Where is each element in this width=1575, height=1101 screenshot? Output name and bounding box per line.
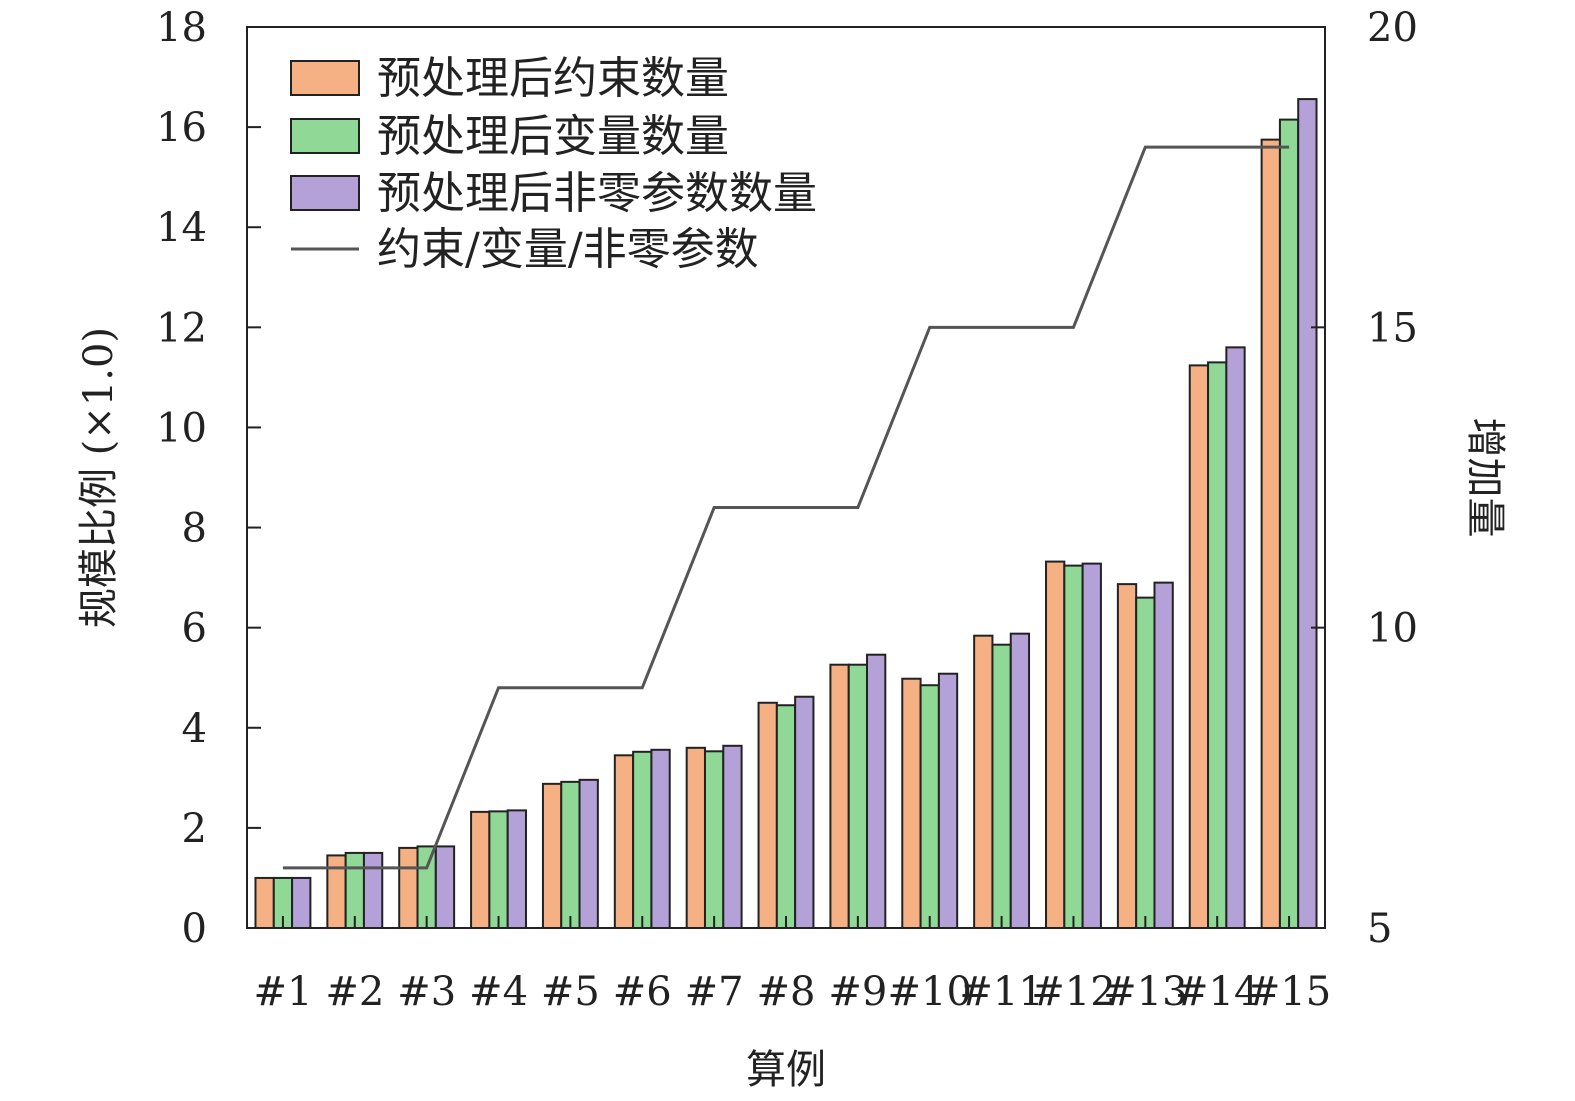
- x-tick-label: #11: [959, 969, 1043, 1015]
- x-tick-label: #3: [397, 969, 456, 1015]
- bar-nonzeros-6: [650, 748, 671, 929]
- x-tick-label: #13: [1103, 969, 1187, 1015]
- bar-constraints-9: [829, 663, 850, 930]
- bar-nonzeros-12: [1081, 562, 1102, 929]
- bar-nonzeros-15: [1297, 98, 1318, 929]
- bar-constraints-7: [685, 746, 706, 929]
- x-tick-label: #12: [1031, 969, 1115, 1015]
- right-axis-ticks: 5 10 15 20: [1311, 5, 1418, 952]
- bar-nonzeros-10: [937, 672, 959, 929]
- bar-nonzeros-13: [1153, 581, 1174, 929]
- bar-constraints-5: [541, 782, 563, 930]
- legend-label-nonzeros: 预处理后非零参数数量: [377, 168, 817, 219]
- bar-nonzeros-4: [506, 809, 527, 929]
- x-tick-label: #7: [685, 969, 744, 1015]
- y2-tick-label: 5: [1367, 906, 1392, 952]
- bar-constraints-12: [1045, 560, 1066, 930]
- x-tick-label: #8: [757, 969, 816, 1015]
- y2-tick-label: 20: [1367, 5, 1418, 51]
- bar-variables-4: [488, 810, 509, 929]
- bar-nonzeros-9: [866, 653, 887, 929]
- x-tick-label: #2: [325, 969, 384, 1015]
- bar-nonzeros-5: [578, 778, 599, 930]
- bar-constraints-8: [757, 701, 778, 929]
- x-axis-ticks: #1 #2 #3 #4 #5 #6 #7 #8 #9 #10#11#12#13#14#15: [253, 916, 1331, 1015]
- x-tick-label: #4: [469, 969, 528, 1015]
- y-tick-label: 14: [156, 205, 207, 251]
- left-axis-ticks: 0 2 4 6 8 10 12 14 16 18: [156, 5, 261, 952]
- y-tick-label: 12: [156, 305, 207, 351]
- y-tick-label: 16: [156, 105, 207, 151]
- bar-variables-6: [632, 750, 653, 929]
- legend-label-increase-line: 约束/变量/非零参数: [377, 224, 759, 275]
- bar-variables-14: [1207, 361, 1228, 929]
- bar-variables-12: [1063, 564, 1084, 929]
- y2-tick-label: 10: [1367, 606, 1418, 652]
- y2-axis-title: 增加量: [1462, 418, 1508, 538]
- bar-constraints-6: [613, 754, 635, 929]
- legend-label-constraints: 预处理后约束数量: [377, 53, 729, 104]
- bar-variables-3: [416, 845, 437, 929]
- x-tick-label: #5: [541, 969, 600, 1015]
- bar-constraints-4: [470, 810, 491, 929]
- y-tick-label: 2: [182, 806, 207, 852]
- legend-swatch-constraints: [290, 60, 360, 96]
- bar-constraints-14: [1188, 364, 1210, 929]
- bar-variables-13: [1135, 596, 1156, 929]
- x-tick-label: #15: [1247, 969, 1331, 1015]
- bar-constraints-1: [254, 876, 275, 930]
- x-axis-title: 算例: [746, 1047, 826, 1093]
- bar-constraints-13: [1116, 583, 1138, 929]
- increase-line: [282, 145, 1290, 870]
- y-tick-label: 8: [182, 506, 207, 552]
- bar-variables-7: [703, 750, 725, 929]
- bar-constraints-2: [326, 854, 347, 929]
- bar-constraints-3: [398, 846, 419, 929]
- y2-tick-label: 15: [1367, 305, 1418, 351]
- x-tick-label: #1: [253, 969, 312, 1015]
- bar-nonzeros-3: [434, 845, 456, 929]
- bar-nonzeros-8: [794, 695, 815, 929]
- bars-layer: [254, 98, 1318, 930]
- bar-constraints-15: [1260, 138, 1281, 930]
- y-tick-label: 10: [156, 405, 207, 451]
- x-tick-label: #14: [1175, 969, 1259, 1015]
- bar-constraints-10: [901, 677, 922, 929]
- x-tick-label: #6: [613, 969, 672, 1015]
- y-tick-label: 4: [182, 706, 207, 752]
- bar-nonzeros-1: [291, 876, 312, 930]
- bar-variables-5: [560, 780, 581, 930]
- y-tick-label: 6: [182, 606, 207, 652]
- bar-constraints-11: [973, 634, 994, 929]
- bar-variables-8: [775, 704, 797, 929]
- x-tick-label: #10: [888, 969, 972, 1015]
- legend-label-variables: 预处理后变量数量: [377, 111, 729, 162]
- legend-swatch-variables: [290, 118, 360, 154]
- bar-variables-11: [991, 643, 1012, 929]
- x-tick-label: #9: [828, 969, 887, 1015]
- bar-nonzeros-11: [1009, 632, 1031, 929]
- line-layer: [282, 145, 1290, 870]
- y-axis-title: 规模比例 (×1.0): [76, 327, 122, 628]
- bar-nonzeros-14: [1225, 346, 1246, 929]
- legend: 预处理后约束数量 预处理后变量数量 预处理后非零参数数量 约束/变量/非零参数: [290, 53, 817, 275]
- bar-variables-15: [1278, 118, 1300, 930]
- legend-swatch-nonzeros: [290, 175, 360, 211]
- bar-variables-10: [919, 684, 940, 929]
- y-tick-label: 18: [156, 5, 207, 51]
- y-tick-label: 0: [182, 906, 207, 952]
- bar-nonzeros-7: [722, 744, 743, 929]
- bar-nonzeros-2: [362, 851, 384, 929]
- bar-variables-9: [847, 663, 869, 930]
